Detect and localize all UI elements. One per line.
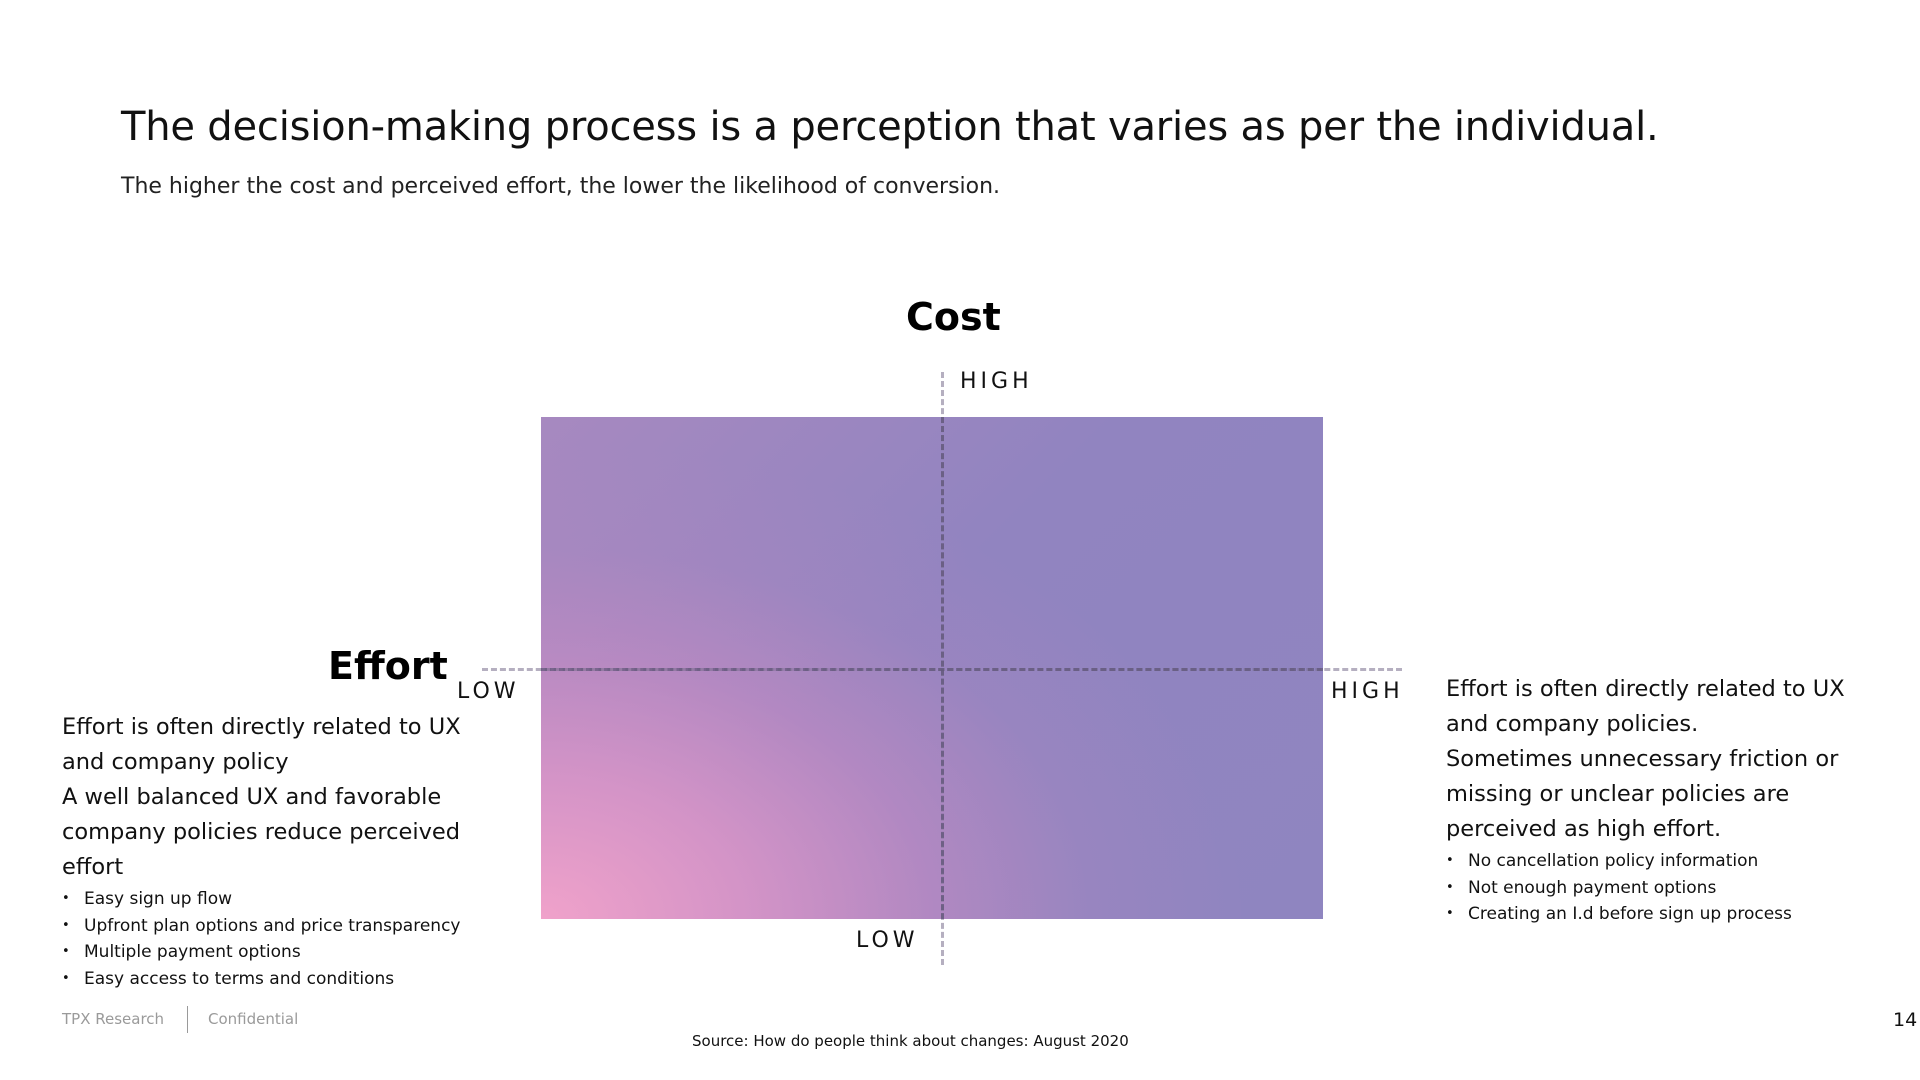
page-number: 14 [1893, 1009, 1918, 1031]
footer-divider [187, 1006, 188, 1033]
slide-subtitle: The higher the cost and perceived effort… [121, 174, 1001, 199]
effort-axis-title: Effort [328, 644, 448, 688]
footer-brand: TPX Research [62, 1010, 165, 1028]
cost-axis-title: Cost [906, 295, 1001, 339]
cost-low-label: LOW [856, 928, 919, 953]
left-description-line: company policies reduce perceived [62, 819, 461, 845]
effort-low-label: LOW [457, 679, 520, 704]
list-item: Upfront plan options and price transpare… [62, 913, 460, 940]
right-description-line: missing or unclear policies are [1446, 781, 1790, 807]
list-item: Not enough payment options [1446, 875, 1792, 902]
effort-high-label: HIGH [1331, 679, 1404, 704]
left-description-line: Effort is often directly related to UX [62, 714, 461, 740]
left-bullet-list: Easy sign up flow Upfront plan options a… [62, 886, 460, 992]
left-description-line: A well balanced UX and favorable [62, 784, 442, 810]
right-description-line: and company policies. [1446, 711, 1699, 737]
footer-confidential: Confidential [208, 1010, 299, 1028]
left-description-line: effort [62, 854, 124, 880]
list-item: Easy sign up flow [62, 886, 460, 913]
right-description-line: perceived as high effort. [1446, 816, 1722, 842]
right-description: Effort is often directly related to UX a… [1446, 672, 1866, 847]
list-item: Multiple payment options [62, 939, 460, 966]
list-item: No cancellation policy information [1446, 848, 1792, 875]
left-description-line: and company policy [62, 749, 289, 775]
right-description-line: Effort is often directly related to UX [1446, 676, 1845, 702]
source-note: Source: How do people think about change… [692, 1032, 1129, 1050]
left-description: Effort is often directly related to UX a… [62, 710, 472, 885]
effort-axis-line-inner [541, 668, 1323, 671]
slide-title: The decision-making process is a percept… [121, 104, 1659, 150]
right-description-line: Sometimes unnecessary friction or [1446, 746, 1839, 772]
right-bullet-list: No cancellation policy information Not e… [1446, 848, 1792, 928]
list-item: Easy access to terms and conditions [62, 966, 460, 993]
list-item: Creating an I.d before sign up process [1446, 901, 1792, 928]
cost-high-label: HIGH [960, 369, 1033, 394]
